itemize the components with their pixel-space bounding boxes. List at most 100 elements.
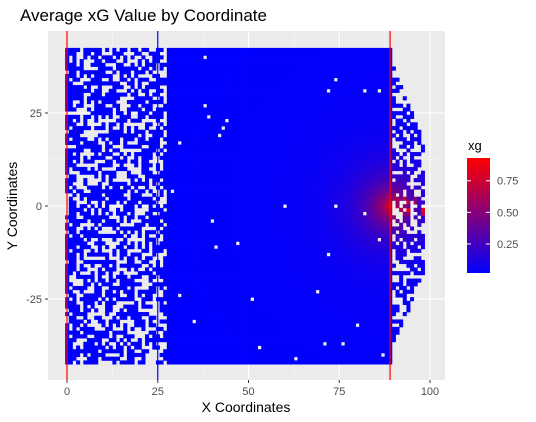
heatmap-cell [68,204,73,209]
heatmap-cell [297,338,302,343]
heatmap-cell [159,271,164,276]
heatmap-cell [312,300,317,305]
heatmap-cell [177,252,182,257]
heatmap-cell [184,259,189,265]
heatmap-cell [184,92,189,97]
heatmap-cell [250,323,255,328]
heatmap-cell [210,289,215,294]
heatmap-cell [126,73,131,79]
heatmap-cell [250,304,255,309]
heatmap-cell [308,241,313,246]
heatmap-cell [90,349,95,354]
heatmap-cell [239,352,244,358]
heatmap-cell [97,271,102,276]
heatmap-cell [166,111,171,116]
heatmap-cell [177,315,182,320]
heatmap-cell [246,107,251,112]
heatmap-cell [112,196,117,201]
heatmap-cell [97,248,102,253]
heatmap-cell [163,293,168,298]
heatmap-cell [282,282,288,287]
heatmap-cell [308,341,313,346]
heatmap-cell [239,166,244,172]
heatmap-cell [315,166,320,172]
heatmap-cell [108,163,113,168]
heatmap-cell [159,55,164,60]
heatmap-cell [83,312,88,317]
heatmap-cell [148,140,153,146]
heatmap-cell [184,166,189,172]
heatmap-cell [264,282,269,287]
heatmap-cell [112,85,117,90]
heatmap-cell [181,111,186,116]
heatmap-cell [195,252,200,257]
heatmap-cell [253,297,258,302]
heatmap-cell [297,126,302,131]
heatmap-cell [94,215,99,220]
heatmap-cell [210,256,215,261]
heatmap-cell [68,226,73,231]
heatmap-cell [148,263,153,268]
heatmap-cell [228,107,233,112]
heatmap-cell [282,140,288,146]
heatmap-cell [272,263,277,268]
heatmap-cell [290,51,295,56]
heatmap-cell [203,51,208,56]
heatmap-cell [72,122,77,127]
heatmap-cell [105,267,110,272]
heatmap-cell [192,88,197,93]
heatmap-cell [268,170,273,175]
heatmap-cell [181,349,186,354]
heatmap-cell [206,99,211,105]
heatmap-cell [304,181,309,186]
heatmap-cell [83,323,88,328]
heatmap-cell [286,338,291,343]
heatmap-cell [272,181,277,186]
heatmap-cell [217,308,222,313]
heatmap-cell [181,360,186,365]
heatmap-cell [235,59,240,64]
heatmap-cell [210,126,215,131]
heatmap-cell [166,122,171,127]
heatmap-cell [257,196,262,201]
heatmap-cell [116,181,121,186]
heatmap-cell [206,312,211,317]
heatmap-cell [304,282,309,287]
heatmap-cell [315,137,320,142]
heatmap-cell [297,140,302,146]
heatmap-cell [221,170,226,175]
heatmap-cell [199,326,204,332]
heatmap-cell [312,211,317,216]
heatmap-cell [214,126,219,131]
heatmap-cell [217,73,222,79]
heatmap-cell [243,96,248,101]
heatmap-cell [184,73,189,79]
heatmap-cell [228,55,233,60]
heatmap-cell [116,155,121,160]
heatmap-cell [312,140,317,146]
heatmap-cell [264,267,269,272]
heatmap-cell [184,155,189,160]
heatmap-cell [264,111,269,116]
heatmap-cell [221,312,226,317]
heatmap-cell [282,51,288,56]
heatmap-cell [170,207,175,212]
heatmap-cell [253,114,258,119]
heatmap-cell [308,312,313,317]
heatmap-cell [152,241,157,246]
heatmap-cell [184,88,189,93]
heatmap-cell [250,163,255,168]
heatmap-cell [217,189,222,194]
heatmap-cell [94,111,99,116]
heatmap-cell [308,92,313,97]
heatmap-cell [145,312,150,317]
heatmap-cell [181,263,186,268]
heatmap-cell [163,215,168,220]
heatmap-cell [72,73,77,79]
heatmap-cell [68,178,73,183]
heatmap-cell [94,352,99,358]
heatmap-cell [304,148,309,153]
heatmap-cell [123,248,128,253]
heatmap-cell [126,81,131,86]
heatmap-cell [177,274,182,279]
